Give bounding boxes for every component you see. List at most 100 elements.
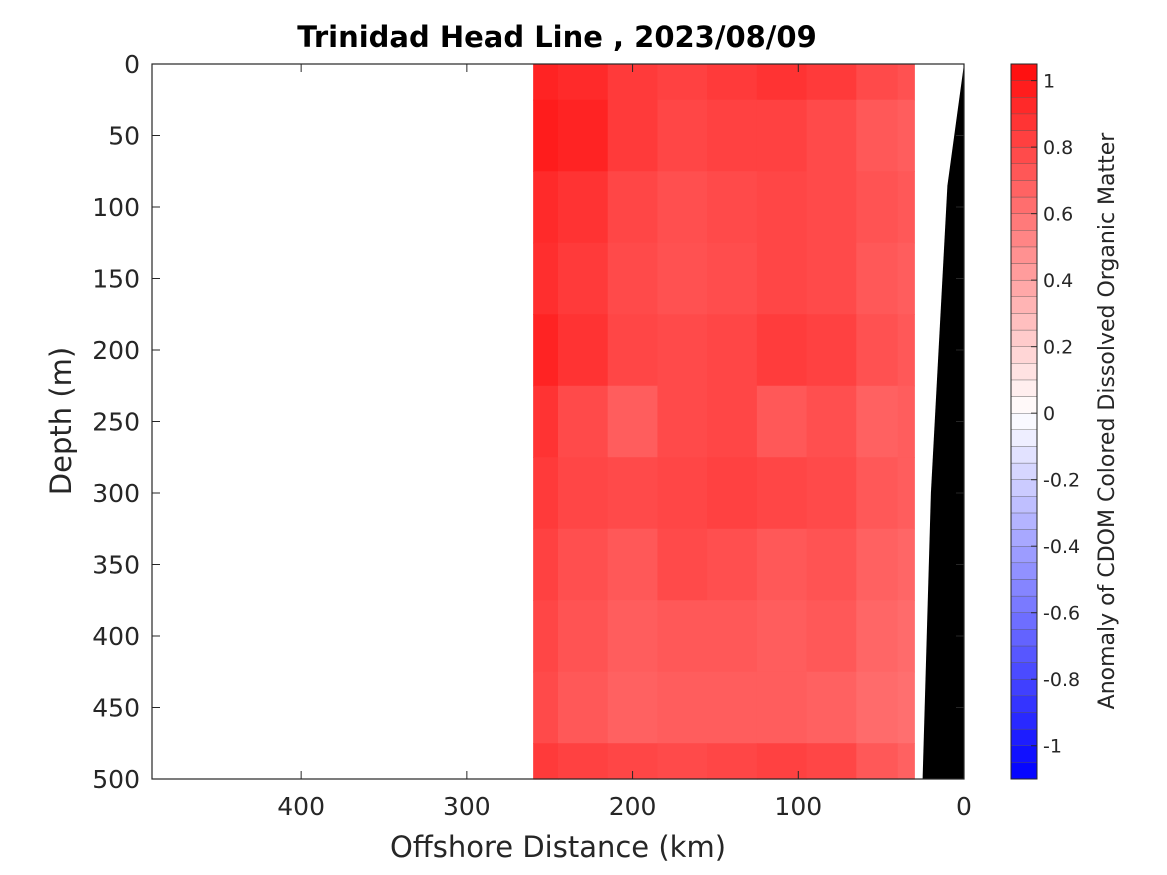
y-axis-ticks: 0 50 100 150 200 250 300 350 400 450 500	[92, 50, 964, 794]
heatmap-cell	[558, 600, 609, 673]
heatmap-cell	[558, 242, 609, 315]
heatmap-cell	[897, 99, 915, 172]
heatmap-cell	[657, 314, 708, 387]
heatmap-cell	[897, 671, 915, 744]
heatmap-cell	[897, 64, 915, 101]
heatmap-cell	[897, 528, 915, 601]
heatmap-cell	[756, 64, 808, 101]
colorbar-band	[1010, 679, 1038, 697]
heatmap-cell	[707, 457, 758, 530]
heatmap-cell	[707, 385, 758, 458]
heatmap-cell	[707, 64, 758, 101]
heatmap-cell	[856, 457, 899, 530]
heatmap-cell	[707, 171, 758, 244]
y-tick-label: 0	[124, 50, 140, 79]
colorbar-band	[1010, 113, 1038, 131]
heatmap-cell	[707, 314, 758, 387]
chart-title: Trinidad Head Line , 2023/08/09	[297, 20, 817, 54]
colorbar-band	[1010, 396, 1038, 414]
heatmap-cell	[707, 743, 758, 780]
heatmap-cell	[806, 600, 857, 673]
colorbar-band	[1010, 546, 1038, 564]
colorbar-band	[1010, 512, 1038, 530]
colorbar-bands	[1010, 63, 1038, 780]
colorbar-tick-label: 1	[1043, 71, 1055, 93]
heatmap-cell	[533, 314, 559, 387]
bathymetry-shape	[922, 64, 964, 779]
heatmap-cell	[806, 671, 857, 744]
plot-area: 400 300 200 100 0 0 50 100 150 200 250 300 350 400 45…	[92, 50, 972, 821]
y-tick-label: 200	[92, 336, 140, 365]
y-axis-label: Depth (m)	[44, 347, 78, 495]
heatmap-cell	[607, 314, 659, 387]
colorbar-band	[1010, 562, 1038, 580]
heatmap-cell	[607, 671, 659, 744]
heatmap-cell	[897, 457, 915, 530]
heatmap-cell	[607, 171, 659, 244]
heatmap-cell	[558, 743, 609, 780]
colorbar-label: Anomaly of CDOM Colored Dissolved Organi…	[1095, 132, 1120, 710]
colorbar-band	[1010, 529, 1038, 547]
y-tick-label: 50	[108, 122, 140, 151]
heatmap-cell	[806, 314, 857, 387]
heatmap-cell	[756, 385, 808, 458]
colorbar-band	[1010, 446, 1038, 464]
heatmap-cell	[607, 242, 659, 315]
colorbar-band	[1010, 230, 1038, 248]
colorbar-band	[1010, 346, 1038, 364]
heatmap-cell	[533, 671, 559, 744]
heatmap-cell	[897, 314, 915, 387]
x-tick-label: 0	[956, 792, 972, 821]
colorbar-tick-label: 0.6	[1043, 204, 1073, 226]
x-tick-label: 400	[277, 792, 325, 821]
heatmap-cell	[558, 314, 609, 387]
heatmap-cell	[856, 743, 899, 780]
colorbar-band	[1010, 279, 1038, 297]
heatmap-cell	[707, 671, 758, 744]
heatmap-cell	[756, 671, 808, 744]
colorbar-band	[1010, 246, 1038, 264]
colorbar-tick-label: -0.8	[1043, 669, 1080, 691]
colorbar-tick-label: 0.8	[1043, 137, 1073, 159]
heatmap-cell	[657, 743, 708, 780]
y-tick-label: 400	[92, 622, 140, 651]
heatmap-cell	[756, 314, 808, 387]
heatmap-cell	[756, 457, 808, 530]
colorbar-band	[1010, 579, 1038, 597]
heatmap-cell	[533, 600, 559, 673]
heatmap-cell	[856, 64, 899, 101]
colorbar-band	[1010, 213, 1038, 231]
heatmap-cell	[657, 64, 708, 101]
colorbar-band	[1010, 80, 1038, 98]
heatmap-cell	[707, 99, 758, 172]
colorbar-band	[1010, 595, 1038, 613]
colorbar-band	[1010, 130, 1038, 148]
y-tick-label: 300	[92, 479, 140, 508]
heatmap-layer	[533, 64, 915, 780]
colorbar-tick-label: -0.4	[1043, 536, 1080, 558]
heatmap-cell	[897, 743, 915, 780]
heatmap-cell	[533, 457, 559, 530]
heatmap-cell	[756, 171, 808, 244]
heatmap-cell	[607, 385, 659, 458]
colorbar-band	[1010, 296, 1038, 314]
heatmap-cell	[856, 314, 899, 387]
heatmap-cell	[897, 242, 915, 315]
heatmap-cell	[558, 385, 609, 458]
heatmap-cell	[756, 743, 808, 780]
heatmap-cell	[806, 743, 857, 780]
colorbar-tick-label: -0.6	[1043, 603, 1080, 625]
heatmap-cell	[806, 385, 857, 458]
heatmap-cell	[558, 671, 609, 744]
heatmap-cell	[806, 457, 857, 530]
y-tick-label: 500	[92, 765, 140, 794]
heatmap-cell	[856, 600, 899, 673]
colorbar-band	[1010, 662, 1038, 680]
colorbar-ticks: 1 0.8 0.6 0.4 0.2 0 -0.2 -0.4 -0.6 -0.8 -1	[1031, 71, 1080, 758]
y-tick-label: 350	[92, 551, 140, 580]
heatmap-cell	[533, 64, 559, 101]
heatmap-cell	[707, 600, 758, 673]
heatmap-cell	[657, 528, 708, 601]
heatmap-cell	[533, 99, 559, 172]
y-tick-label: 450	[92, 694, 140, 723]
